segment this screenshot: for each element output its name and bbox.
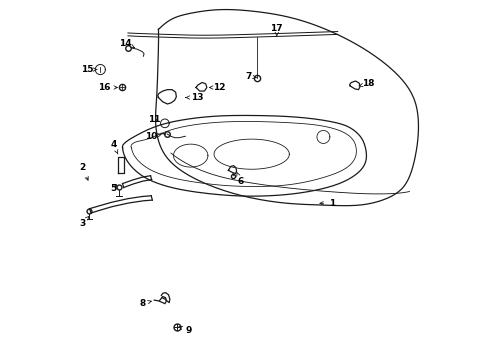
Text: 1: 1 <box>319 199 335 208</box>
Text: 4: 4 <box>110 140 118 154</box>
Text: 8: 8 <box>139 299 151 308</box>
Text: 11: 11 <box>147 115 160 124</box>
Text: 18: 18 <box>358 80 374 89</box>
Text: 3: 3 <box>79 216 89 228</box>
Text: 9: 9 <box>179 326 192 335</box>
Text: 12: 12 <box>209 83 225 92</box>
Text: 17: 17 <box>270 24 283 36</box>
Text: 14: 14 <box>119 39 134 48</box>
Text: 5: 5 <box>110 184 117 193</box>
Text: 7: 7 <box>244 72 256 81</box>
Text: 6: 6 <box>236 172 244 186</box>
Text: 15: 15 <box>81 65 97 74</box>
Text: 16: 16 <box>98 83 117 92</box>
Text: 2: 2 <box>79 163 88 180</box>
Text: 10: 10 <box>145 132 161 141</box>
Text: 13: 13 <box>185 93 203 102</box>
